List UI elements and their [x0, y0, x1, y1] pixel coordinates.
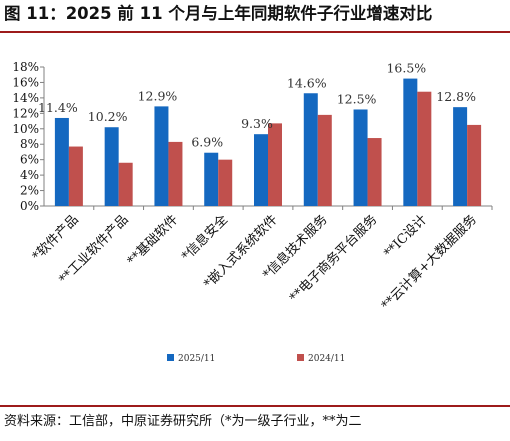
y-tick-label: 6% — [20, 153, 39, 167]
bar — [54, 117, 69, 206]
bar — [68, 146, 83, 206]
legend-swatch — [297, 354, 304, 361]
bar — [118, 162, 133, 206]
y-tick-label: 2% — [20, 184, 39, 198]
category-label: **基础软件 — [125, 212, 182, 269]
bar — [417, 91, 432, 206]
category-label: *软件产品 — [30, 212, 82, 264]
source-note: 资料来源：工信部，中原证券研究所（*为一级子行业，**为二 — [4, 414, 362, 429]
data-labels: 11.4% 10.2% 12.9% 6.9% 9.3% 14.6% 12.5% 16.5% 12… — [38, 61, 476, 150]
data-label: 16.5% — [386, 61, 426, 76]
bar — [453, 107, 468, 206]
source-rule — [0, 405, 510, 407]
bar — [467, 124, 482, 206]
bar — [218, 159, 233, 206]
y-tick-label: 0% — [20, 199, 39, 213]
y-tick-label: 10% — [12, 122, 39, 136]
data-label: 9.3% — [241, 116, 273, 131]
legend: 2025/11 2024/11 — [167, 354, 345, 364]
figure-title: 图 11：2025 前 11 个月与上年同期软件子行业增速对比 — [4, 4, 433, 23]
category-label: **电子商务平台服务 — [286, 212, 380, 306]
title-rule — [0, 31, 510, 33]
chart: 11.4% 10.2% 12.9% 6.9% 9.3% 14.6% 12.5% 16.5% 12… — [12, 60, 493, 364]
category-label: *信息安全 — [178, 212, 231, 265]
bar — [353, 109, 368, 206]
bar — [254, 134, 268, 206]
data-label: 14.6% — [287, 75, 327, 90]
y-tick-label: 8% — [20, 137, 39, 151]
data-label: 12.9% — [138, 88, 178, 103]
bar — [104, 127, 119, 206]
data-label: 11.4% — [38, 100, 78, 115]
bar — [154, 106, 169, 206]
data-label: 6.9% — [191, 135, 223, 150]
data-label: 12.8% — [436, 89, 476, 104]
bar — [317, 114, 332, 206]
bar — [204, 152, 219, 206]
bar — [168, 141, 183, 206]
bars — [54, 78, 482, 206]
bar — [403, 78, 418, 206]
legend-label: 2024/11 — [308, 354, 345, 364]
y-tick-label: 18% — [12, 60, 39, 74]
data-label: 10.2% — [88, 109, 128, 124]
bar — [303, 93, 318, 206]
category-label: **IC设计 — [381, 212, 430, 261]
y-tick-label: 14% — [12, 91, 39, 105]
legend-swatch — [167, 354, 174, 361]
data-label: 12.5% — [337, 91, 377, 106]
bar — [367, 138, 382, 206]
category-labels: *软件产品**工业软件产品**基础软件*信息安全*嵌入式系统软件*信息技术服务*… — [30, 212, 480, 314]
y-tick-label: 16% — [12, 75, 39, 89]
legend-label: 2025/11 — [178, 354, 215, 364]
category-label: **云计算+大数据服务 — [378, 212, 480, 314]
bar — [268, 123, 282, 206]
y-tick-labels: 0%2% 4%6% 8%10% 12%14% 16%18% — [12, 60, 39, 213]
y-tick-label: 12% — [12, 106, 39, 120]
y-tick-label: 4% — [20, 168, 39, 182]
